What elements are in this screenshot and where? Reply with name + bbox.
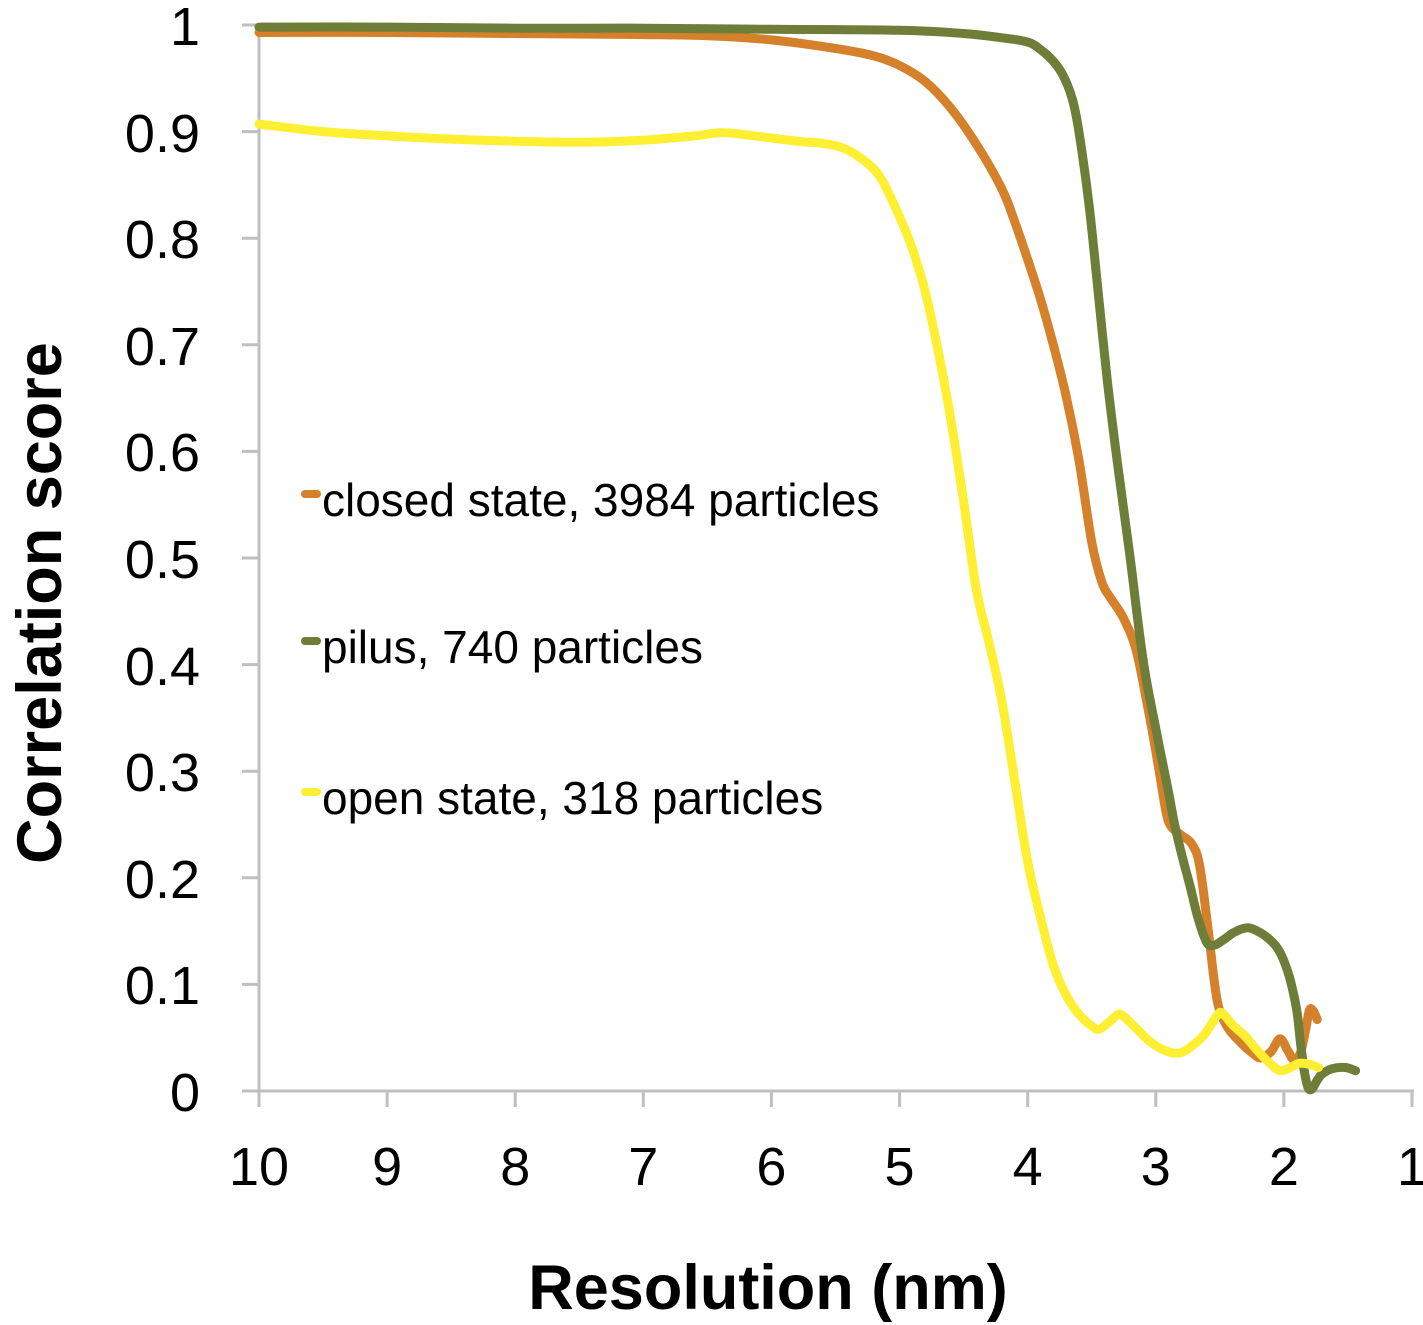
x-tick-label-5: 5 — [884, 1137, 915, 1197]
y-tick-label-0.4: 0.4 — [124, 636, 200, 697]
y-tick-label-0.3: 0.3 — [124, 743, 200, 804]
y-tick-label-0.9: 0.9 — [124, 103, 200, 164]
x-axis-title: Resolution (nm) — [528, 1253, 1008, 1323]
x-tick-label-2: 2 — [1268, 1137, 1299, 1197]
legend-swatch-closed-state-icon — [301, 490, 321, 498]
y-tick-label-0.6: 0.6 — [124, 423, 200, 484]
series-line-closed-state — [254, 27, 1322, 1065]
x-tick-label-4: 4 — [1012, 1137, 1043, 1197]
x-tick-label-10: 10 — [228, 1137, 290, 1197]
y-tick-label-0: 0 — [169, 1063, 200, 1123]
legend-label-open-state: open state, 318 particles — [322, 772, 824, 824]
x-tick-label-7: 7 — [628, 1137, 659, 1197]
legend-item-open-state: open state, 318 particles — [301, 772, 823, 824]
y-tick-label-1: 1 — [169, 0, 200, 57]
y-tick-label-0.5: 0.5 — [124, 530, 200, 590]
y-tick-label-0.7: 0.7 — [124, 316, 200, 377]
legend-label-pilus: pilus, 740 particles — [322, 621, 703, 673]
y-tick-label-0.1: 0.1 — [124, 956, 200, 1017]
legend-item-pilus: pilus, 740 particles — [301, 621, 703, 673]
x-tick-label-1: 1 — [1396, 1137, 1423, 1197]
y-tick-label-0.2: 0.2 — [124, 849, 200, 910]
y-tick-label-0.8: 0.8 — [124, 210, 200, 271]
legend-item-closed-state: closed state, 3984 particles — [301, 474, 879, 526]
x-tick-label-8: 8 — [500, 1137, 531, 1197]
legend-swatch-pilus-icon — [301, 637, 321, 645]
legend-swatch-open-state-icon — [301, 788, 321, 796]
series-line-open-state — [254, 119, 1323, 1076]
legend-label-closed-state: closed state, 3984 particles — [322, 474, 880, 526]
x-tick-label-9: 9 — [372, 1137, 403, 1197]
x-tick-label-6: 6 — [756, 1137, 787, 1197]
series-line-pilus — [254, 22, 1361, 1095]
y-axis-title: Correlation score — [5, 342, 75, 864]
x-tick-label-3: 3 — [1140, 1137, 1171, 1197]
